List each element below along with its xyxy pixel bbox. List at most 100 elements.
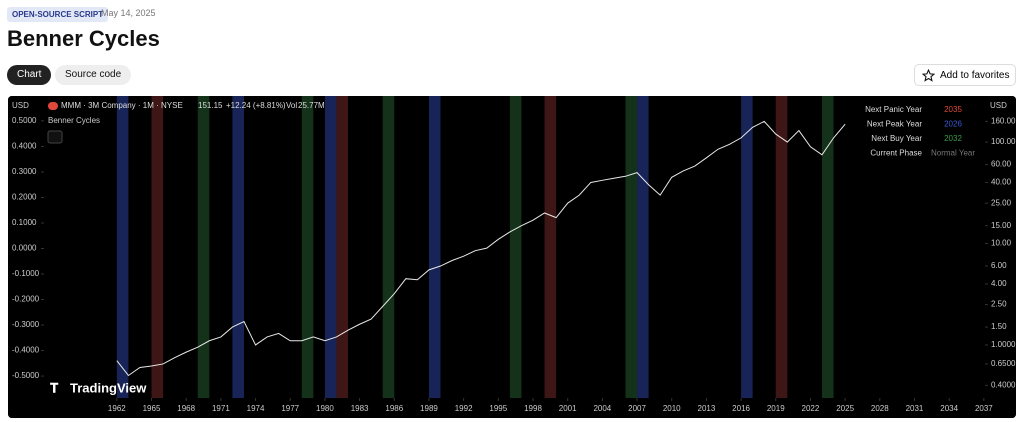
y-tick-label: -0.5000 xyxy=(12,371,40,380)
y2-tick-label: 15.00 xyxy=(991,221,1012,230)
table-value: 2032 xyxy=(944,134,962,143)
currency: USD xyxy=(12,101,29,110)
cycle-band xyxy=(428,96,441,398)
y-tick-label: -0.2000 xyxy=(12,295,40,304)
x-tick-label: 1983 xyxy=(351,404,369,413)
brand: TradingView xyxy=(70,380,147,395)
x-tick-label: 1977 xyxy=(281,404,299,413)
table-value: Normal Year xyxy=(931,149,975,158)
x-tick-label: 2022 xyxy=(802,404,820,413)
collapse-button[interactable] xyxy=(47,130,63,144)
title: Benner Cycles xyxy=(7,26,160,51)
left-axis xyxy=(8,96,44,418)
cycle-band xyxy=(151,96,164,398)
cycle-band xyxy=(116,96,129,398)
x-tick-label: 1992 xyxy=(455,404,473,413)
tab[interactable]: Chart xyxy=(7,65,52,85)
cycle-band xyxy=(775,96,788,398)
cycle-band xyxy=(336,96,349,398)
brand-logo: 𝐓 xyxy=(50,380,59,395)
y-tick-label: -0.1000 xyxy=(12,269,40,278)
cycle-band xyxy=(544,96,557,398)
y-tick-label: 0.3000 xyxy=(12,167,37,176)
y-tick-label: -0.3000 xyxy=(12,320,40,329)
legend-text: MMM · 3M Company · 1M · NYSE xyxy=(61,101,183,110)
cycle-band xyxy=(625,96,638,398)
y2-tick-label: 10.00 xyxy=(991,239,1012,248)
cycle-band xyxy=(301,96,314,398)
tab[interactable]: Source code xyxy=(55,65,132,85)
star-icon xyxy=(922,69,935,82)
cycle-band xyxy=(637,96,649,398)
x-tick-label: 2025 xyxy=(836,404,854,413)
cycle-band xyxy=(324,96,337,398)
cycle-band xyxy=(741,96,753,398)
cycle-band xyxy=(382,96,395,398)
x-tick-label: 1962 xyxy=(108,404,126,413)
table-value: 2035 xyxy=(944,105,962,114)
y-tick-label: 0.1000 xyxy=(12,218,37,227)
price-line xyxy=(116,120,846,377)
x-tick-label: 2001 xyxy=(559,404,577,413)
y-tick-label: 0.0000 xyxy=(12,244,37,253)
legend-text: Vol xyxy=(286,101,297,110)
x-tick-label: 2010 xyxy=(663,404,681,413)
x-tick-label: 1971 xyxy=(212,404,230,413)
table-label: Next Peak Year xyxy=(867,120,922,129)
x-tick-label: 2016 xyxy=(732,404,750,413)
x-tick-label: 1989 xyxy=(420,404,438,413)
indicator-name: Benner Cycles xyxy=(48,116,100,125)
x-tick-label: 1974 xyxy=(247,404,265,413)
table-label: Next Panic Year xyxy=(865,105,922,114)
y-tick-label: 0.2000 xyxy=(12,193,37,202)
right-axis xyxy=(985,96,1016,418)
y2-tick-label: 4.00 xyxy=(991,279,1007,288)
cycle-band xyxy=(822,96,834,398)
y2-tick-label: 25.00 xyxy=(991,198,1012,207)
y2-tick-label: 1.0000 xyxy=(991,340,1016,349)
x-tick-label: 2034 xyxy=(940,404,958,413)
y2-tick-label: 6.00 xyxy=(991,261,1007,270)
y2-tick-label: 2.50 xyxy=(991,300,1007,309)
y-tick-label: 0.4000 xyxy=(12,142,37,151)
x-tick-label: 2037 xyxy=(975,404,993,413)
x-tick-label: 2031 xyxy=(906,404,924,413)
x-tick-label: 2013 xyxy=(698,404,716,413)
legend-text: 25.77M xyxy=(298,101,325,110)
x-tick-label: 2007 xyxy=(628,404,646,413)
x-tick-label: 1986 xyxy=(385,404,403,413)
currency: USD xyxy=(990,101,1007,110)
y-tick-label: -0.4000 xyxy=(12,346,40,355)
cycle-band xyxy=(197,96,210,398)
legend-text: +12.24 (+8.81%) xyxy=(226,101,286,110)
y2-tick-label: 1.50 xyxy=(991,322,1007,331)
x-tick-label: 1980 xyxy=(316,404,334,413)
x-tick-label: 2004 xyxy=(593,404,611,413)
x-tick-label: 1968 xyxy=(177,404,195,413)
table-label: Current Phase xyxy=(870,149,922,158)
date: May 14, 2025 xyxy=(101,8,156,18)
badge: OPEN-SOURCE SCRIPT xyxy=(7,7,109,22)
y2-tick-label: 40.00 xyxy=(991,178,1012,187)
favorite-label: Add to favorites xyxy=(940,70,1010,81)
x-tick-label: 1965 xyxy=(143,404,161,413)
y2-tick-label: 160.00 xyxy=(991,116,1016,125)
y2-tick-label: 0.4000 xyxy=(991,380,1016,389)
x-tick-label: 2028 xyxy=(871,404,889,413)
table-label: Next Buy Year xyxy=(871,134,922,143)
x-tick-label: 2019 xyxy=(767,404,785,413)
cycle-band xyxy=(232,96,244,398)
x-tick-label: 1995 xyxy=(489,404,507,413)
symbol-icon xyxy=(48,102,58,110)
table-value: 2026 xyxy=(944,120,962,129)
y2-tick-label: 0.6500 xyxy=(991,359,1016,368)
y2-tick-label: 60.00 xyxy=(991,160,1012,169)
favorite-button[interactable]: Add to favorites xyxy=(914,64,1016,86)
legend-text: 151.15 xyxy=(198,101,223,110)
y2-tick-label: 100.00 xyxy=(991,137,1016,146)
y-tick-label: 0.5000 xyxy=(12,116,37,125)
cycle-band xyxy=(509,96,522,398)
x-tick-label: 1998 xyxy=(524,404,542,413)
